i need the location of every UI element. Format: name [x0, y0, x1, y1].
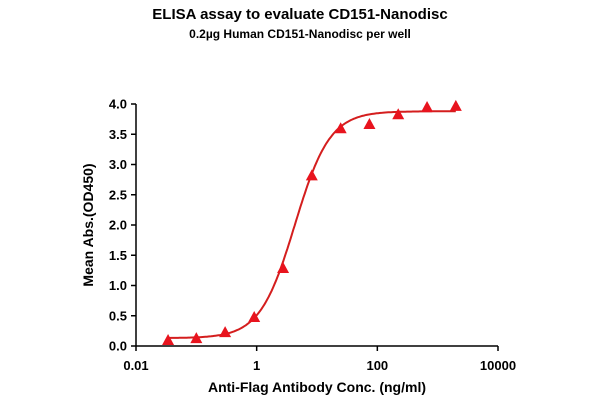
y-tick-label: 3.5	[109, 127, 127, 142]
y-tick-label: 0.0	[109, 339, 127, 354]
data-point-triangle	[190, 332, 203, 344]
y-tick-label: 0.5	[109, 308, 127, 323]
data-point-triangle	[334, 122, 347, 134]
y-tick-label: 1.0	[109, 278, 127, 293]
data-points	[162, 99, 462, 345]
y-tick-label: 1.5	[109, 248, 127, 263]
fit-curve	[168, 110, 456, 339]
data-point-triangle	[162, 333, 175, 345]
y-axis-label: Mean Abs.(OD450)	[80, 163, 96, 286]
axes: 0.0 0.5 1.0 1.5 2.0 2.5 3.0 3.5 4.0 0.01 1 100 10000	[109, 97, 516, 374]
y-tick-label: 2.0	[109, 218, 127, 233]
x-tick-label: 0.01	[123, 358, 148, 373]
data-point-triangle	[449, 99, 462, 111]
fit-curve-group	[168, 110, 456, 339]
data-point-triangle	[248, 310, 261, 322]
chart-subtitle: 0.2µg Human CD151-Nanodisc per well	[189, 27, 411, 41]
data-point-triangle	[363, 117, 376, 129]
x-tick-label: 100	[366, 358, 388, 373]
data-point-triangle	[421, 101, 434, 113]
y-tick-label: 3.0	[109, 157, 127, 172]
data-point-triangle	[219, 326, 232, 338]
data-point-triangle	[392, 108, 405, 120]
y-tick-label: 2.5	[109, 187, 127, 202]
x-tick-label: 1	[253, 358, 260, 373]
y-tick-label: 4.0	[109, 97, 127, 112]
x-axis-label: Anti-Flag Antibody Conc. (ng/ml)	[208, 379, 426, 395]
data-point-triangle	[277, 261, 290, 273]
chart-title: ELISA assay to evaluate CD151-Nanodisc	[152, 6, 447, 23]
data-point-triangle	[305, 169, 318, 181]
x-tick-label: 10000	[480, 358, 516, 373]
